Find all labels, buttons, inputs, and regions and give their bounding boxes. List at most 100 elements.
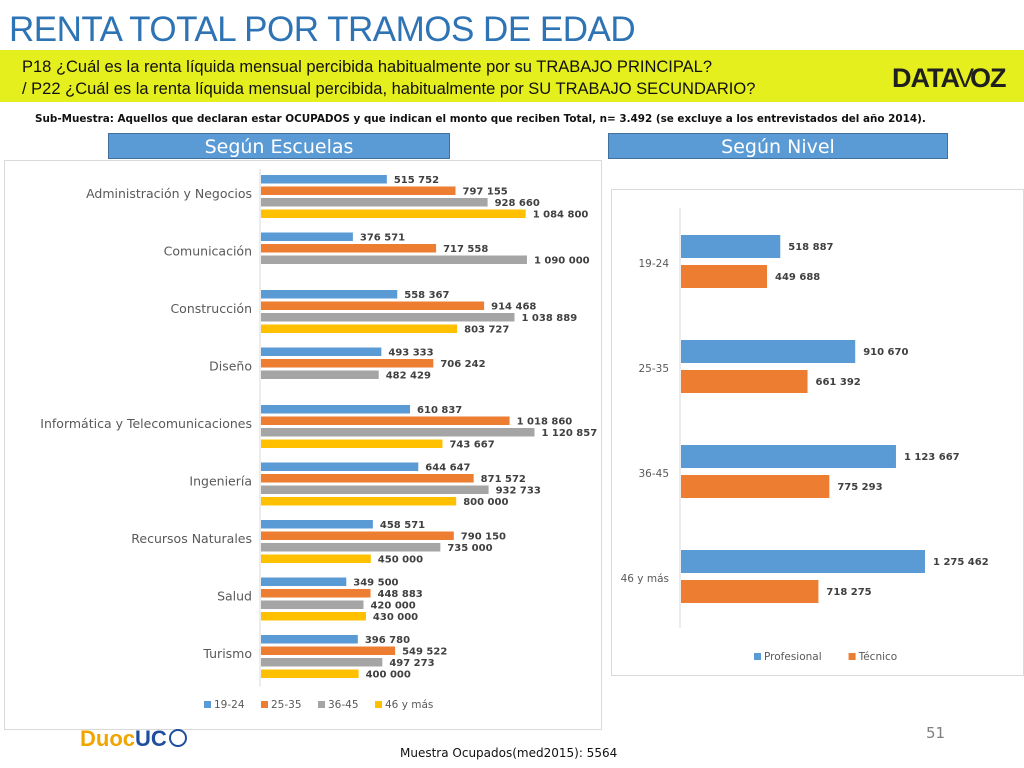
legend-swatch-profesional	[754, 653, 761, 660]
category-label-informatica-y-telecomunicaciones: Informática y Telecomunicaciones	[40, 416, 252, 431]
data-label-36-45-profesional: 1 123 667	[904, 452, 960, 463]
bar-recursos-naturales-36-45	[261, 543, 441, 552]
data-label-comunicacion-36-45: 1 090 000	[534, 256, 590, 267]
data-label-construccion-36-45: 1 038 889	[521, 313, 577, 324]
bar-diseno-36-45	[261, 370, 379, 379]
bar-administracion-y-negocios-36-45	[261, 198, 488, 207]
bar-diseno-25-35	[261, 359, 434, 368]
data-label-turismo-25-35: 549 522	[402, 647, 447, 658]
data-label-19-24-profesional: 518 887	[788, 242, 833, 253]
duocuc-logo: DuocUC	[80, 725, 187, 753]
category-label-turismo: Turismo	[202, 646, 252, 661]
chart-nivel: 19-24 518 887 449 688 25-35 910 670 661 392 36…	[621, 208, 989, 663]
data-label-46-y-mas-profesional: 1 275 462	[933, 557, 989, 568]
legend-swatch-tecnico	[848, 653, 856, 660]
data-label-diseno-36-45: 482 429	[386, 371, 431, 382]
legend-label-25-35: 25-35	[271, 699, 302, 711]
bar-recursos-naturales-46-y-mas	[261, 554, 371, 563]
data-label-turismo-36-45: 497 273	[389, 658, 434, 669]
data-label-recursos-naturales-25-35: 790 150	[461, 532, 506, 543]
panel-label-escuelas: Según Escuelas	[108, 133, 450, 159]
bar-construccion-46-y-mas	[261, 324, 458, 333]
bar-turismo-46-y-mas	[261, 669, 359, 678]
bar-recursos-naturales-19-24	[261, 520, 373, 529]
category-label-administracion-y-negocios: Administración y Negocios	[86, 186, 252, 201]
legend-label-46-y-mas: 46 y más	[385, 699, 433, 711]
page-title: RENTA TOTAL POR TRAMOS DE EDAD	[9, 10, 636, 49]
bar-ingenieria-46-y-mas	[261, 497, 457, 506]
bar-salud-25-35	[261, 589, 371, 598]
data-label-construccion-19-24: 558 367	[404, 290, 449, 301]
bar-46-y-mas-profesional	[681, 550, 925, 573]
bar-25-35-tecnico	[681, 370, 808, 393]
subsample-note: Sub-Muestra: Aquellos que declaran estar…	[35, 113, 926, 125]
category-label-comunicacion: Comunicación	[164, 244, 252, 259]
data-label-turismo-19-24: 396 780	[365, 635, 410, 646]
bar-ingenieria-19-24	[261, 462, 419, 471]
legend-label-19-24: 19-24	[214, 699, 245, 711]
data-label-ingenieria-36-45: 932 733	[496, 486, 541, 497]
bar-recursos-naturales-25-35	[261, 531, 454, 540]
data-label-recursos-naturales-46-y-mas: 450 000	[378, 555, 423, 566]
category-label-diseno: Diseño	[209, 359, 252, 374]
bar-informatica-y-telecomunicaciones-46-y-mas	[261, 439, 443, 448]
legend-swatch-46-y-mas	[375, 701, 382, 708]
question-p22: / P22 ¿Cuál es la renta líquida mensual …	[22, 80, 756, 98]
data-label-administracion-y-negocios-36-45: 928 660	[495, 198, 540, 209]
data-label-informatica-y-telecomunicaciones-46-y-mas: 743 667	[449, 440, 494, 451]
bar-ingenieria-36-45	[261, 485, 489, 494]
data-label-recursos-naturales-36-45: 735 000	[447, 543, 492, 554]
panel-label-nivel: Según Nivel	[608, 133, 948, 159]
data-label-salud-46-y-mas: 430 000	[373, 612, 418, 623]
bar-informatica-y-telecomunicaciones-19-24	[261, 405, 411, 414]
bar-turismo-36-45	[261, 658, 383, 667]
legend-label-profesional: Profesional	[764, 651, 822, 663]
data-label-administracion-y-negocios-46-y-mas: 1 084 800	[533, 210, 589, 221]
category-label-recursos-naturales: Recursos Naturales	[131, 531, 252, 546]
data-label-comunicacion-25-35: 717 558	[443, 244, 488, 255]
data-label-informatica-y-telecomunicaciones-36-45: 1 120 857	[541, 428, 597, 439]
question-p18: P18 ¿Cuál es la renta líquida mensual pe…	[22, 58, 712, 76]
category-label-19-24: 19-24	[638, 258, 669, 270]
data-label-construccion-46-y-mas: 803 727	[464, 325, 509, 336]
bar-salud-36-45	[261, 600, 364, 609]
data-label-informatica-y-telecomunicaciones-25-35: 1 018 860	[517, 417, 573, 428]
data-label-salud-19-24: 349 500	[353, 578, 398, 589]
data-label-construccion-25-35: 914 468	[491, 302, 536, 313]
bar-informatica-y-telecomunicaciones-25-35	[261, 416, 510, 425]
data-label-25-35-tecnico: 661 392	[816, 377, 861, 388]
data-label-administracion-y-negocios-25-35: 797 155	[463, 187, 508, 198]
bar-administracion-y-negocios-19-24	[261, 175, 387, 184]
data-label-administracion-y-negocios-19-24: 515 752	[394, 175, 439, 186]
datavoz-logo: DATAVOZ	[892, 63, 1006, 93]
data-label-recursos-naturales-19-24: 458 571	[380, 520, 425, 531]
data-label-turismo-46-y-mas: 400 000	[366, 670, 411, 681]
bar-19-24-tecnico	[681, 265, 768, 288]
bar-salud-19-24	[261, 577, 347, 586]
data-label-36-45-tecnico: 775 293	[837, 482, 882, 493]
bar-construccion-36-45	[261, 313, 515, 322]
bar-salud-46-y-mas	[261, 612, 366, 621]
category-label-46-y-mas: 46 y más	[621, 573, 669, 585]
chart-nivel-frame: 19-24 518 887 449 688 25-35 910 670 661 392 36…	[611, 189, 1024, 676]
category-label-salud: Salud	[217, 589, 252, 604]
sample-note: Muestra Ocupados(med2015): 5564	[400, 746, 618, 760]
category-label-25-35: 25-35	[638, 363, 669, 375]
data-label-ingenieria-46-y-mas: 800 000	[463, 497, 508, 508]
legend-label-36-45: 36-45	[328, 699, 359, 711]
legend-swatch-25-35	[261, 701, 268, 708]
data-label-informatica-y-telecomunicaciones-19-24: 610 837	[417, 405, 462, 416]
bar-administracion-y-negocios-46-y-mas	[261, 209, 526, 218]
data-label-diseno-25-35: 706 242	[440, 359, 485, 370]
bar-comunicacion-19-24	[261, 232, 353, 241]
category-label-ingenieria: Ingeniería	[189, 474, 252, 489]
bar-informatica-y-telecomunicaciones-36-45	[261, 428, 535, 437]
data-label-19-24-tecnico: 449 688	[775, 272, 820, 283]
chart-escuelas-frame: Administración y Negocios 515 752 797 155 9…	[4, 160, 602, 730]
bar-turismo-19-24	[261, 635, 358, 644]
question-band: P18 ¿Cuál es la renta líquida mensual pe…	[0, 50, 1024, 102]
bar-46-y-mas-tecnico	[681, 580, 819, 603]
legend-swatch-19-24	[204, 701, 211, 708]
bar-comunicacion-25-35	[261, 244, 437, 253]
